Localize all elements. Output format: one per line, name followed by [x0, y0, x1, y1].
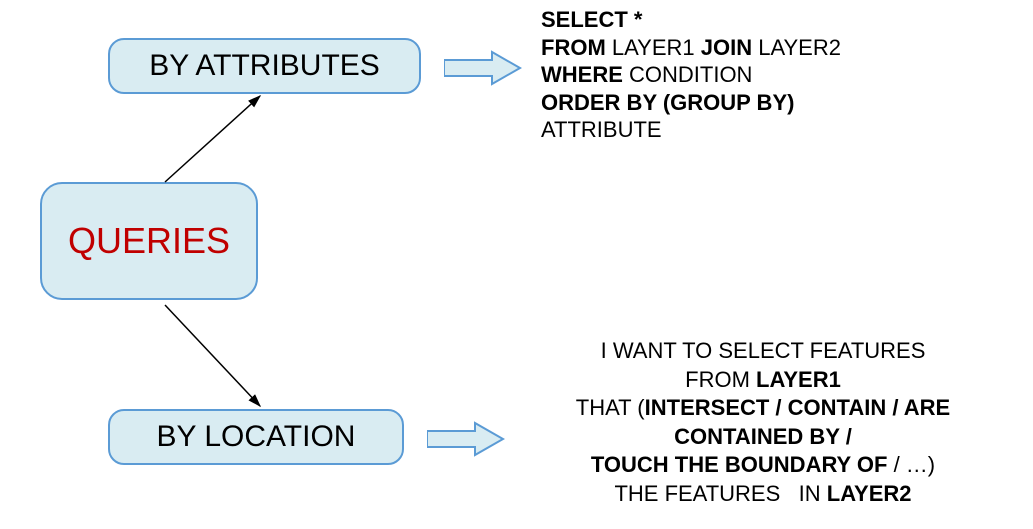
queries-label: QUERIES — [68, 220, 230, 262]
loc-from: FROM — [685, 367, 756, 392]
arrow-queries-to-attributes — [160, 82, 280, 192]
location-text-block: I WANT TO SELECT FEATURES FROM LAYER1 TH… — [507, 337, 1019, 509]
sql-from-kw: FROM — [541, 35, 612, 60]
sql-condition: CONDITION — [629, 62, 752, 87]
sql-layer1: LAYER1 — [612, 35, 701, 60]
loc-in: IN — [799, 481, 827, 506]
loc-sep — [780, 481, 798, 506]
loc-that: THAT ( — [576, 395, 645, 420]
queries-node: QUERIES — [40, 182, 258, 300]
loc-ops3: TOUCH THE BOUNDARY OF — [591, 452, 888, 477]
sql-orderby: ORDER BY (GROUP BY) — [541, 90, 794, 115]
sql-where-kw: WHERE — [541, 62, 629, 87]
loc-features: THE FEATURES — [614, 481, 780, 506]
sql-attribute: ATTRIBUTE — [541, 117, 662, 142]
loc-line1: I WANT TO SELECT FEATURES — [601, 338, 926, 363]
by-attributes-label: BY ATTRIBUTES — [149, 49, 380, 83]
loc-layer2: LAYER2 — [827, 481, 912, 506]
sql-text-block: SELECT * FROM LAYER1 JOIN LAYER2 WHERE C… — [541, 6, 841, 144]
loc-layer1: LAYER1 — [756, 367, 841, 392]
loc-ops2: CONTAINED BY / — [674, 424, 852, 449]
arrow-queries-to-location — [160, 300, 280, 420]
by-location-label: BY LOCATION — [157, 420, 356, 454]
sql-select: SELECT * — [541, 7, 642, 32]
loc-ops1: INTERSECT / CONTAIN / ARE — [645, 395, 951, 420]
sql-join-kw: JOIN — [701, 35, 758, 60]
block-arrow-location — [427, 421, 507, 457]
block-arrow-attributes — [444, 50, 524, 86]
loc-ellipsis: / …) — [887, 452, 935, 477]
sql-layer2: LAYER2 — [758, 35, 841, 60]
